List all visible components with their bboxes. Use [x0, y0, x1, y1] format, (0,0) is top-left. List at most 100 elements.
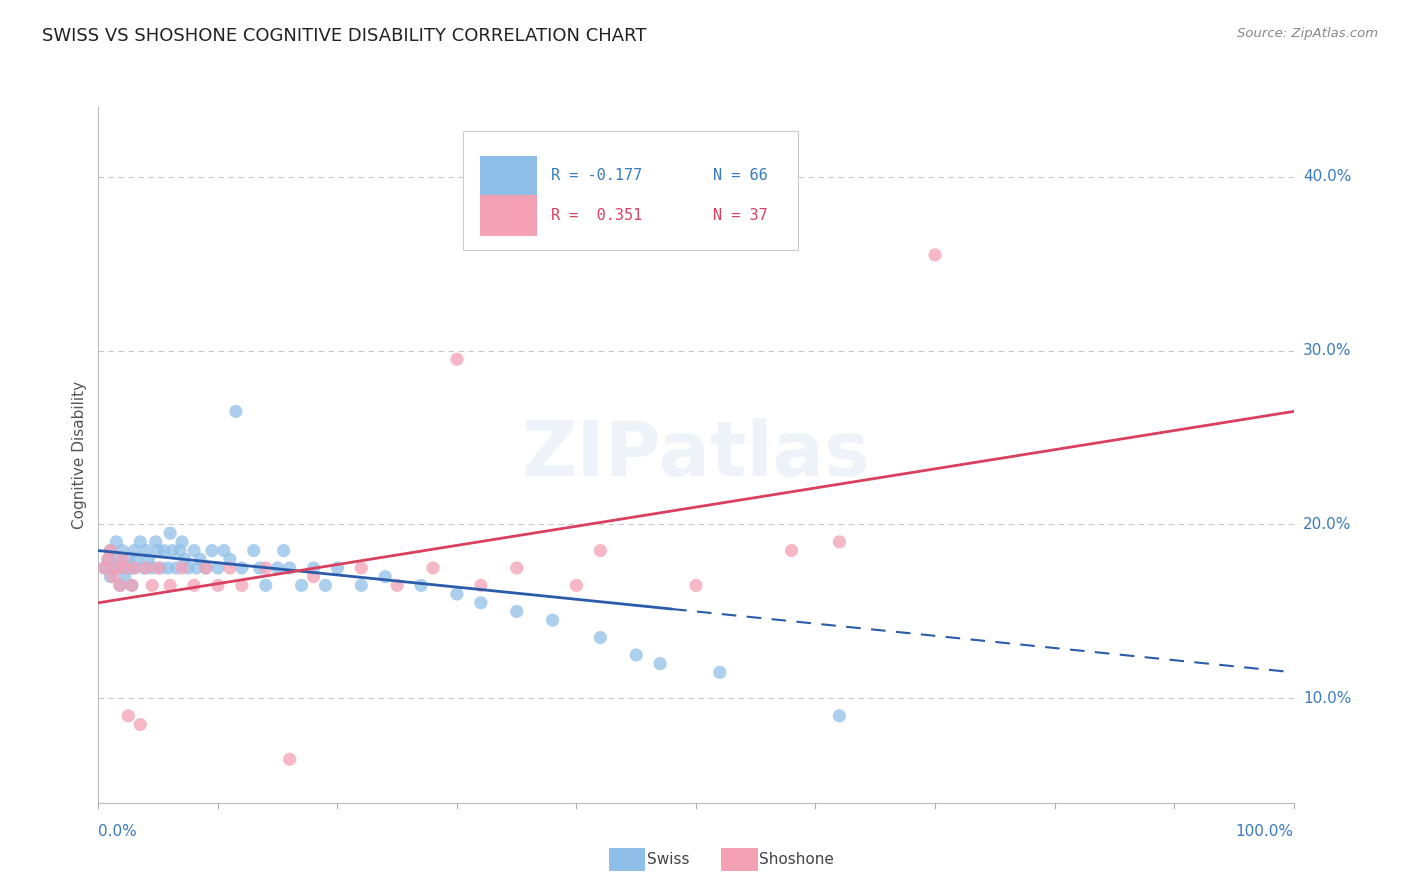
Point [541, 613, 564, 627]
Point [169, 543, 191, 558]
Point [183, 578, 205, 592]
Point [446, 352, 468, 367]
Point [219, 561, 242, 575]
Y-axis label: Cognitive Disability: Cognitive Disability [72, 381, 87, 529]
Point [108, 578, 131, 592]
Point [267, 561, 290, 575]
Point [114, 561, 136, 575]
Point [188, 552, 211, 566]
Point [98, 543, 122, 558]
Point [132, 561, 155, 575]
Point [709, 665, 731, 680]
Point [101, 570, 124, 584]
Text: R = -0.177: R = -0.177 [551, 169, 643, 184]
FancyBboxPatch shape [463, 131, 797, 250]
Point [135, 543, 157, 558]
Point [290, 578, 312, 592]
Point [186, 561, 208, 575]
Text: Source: ZipAtlas.com: Source: ZipAtlas.com [1237, 27, 1378, 40]
Point [153, 543, 176, 558]
Text: 100.0%: 100.0% [1236, 823, 1294, 838]
Text: 0.0%: 0.0% [98, 823, 138, 838]
Point [148, 543, 170, 558]
Point [98, 543, 122, 558]
Point [149, 561, 172, 575]
Point [207, 561, 229, 575]
Point [111, 552, 134, 566]
Point [231, 561, 253, 575]
Point [231, 578, 253, 592]
Point [302, 570, 325, 584]
Point [97, 552, 120, 566]
Text: 20.0%: 20.0% [1303, 517, 1351, 532]
Point [159, 526, 181, 541]
Point [156, 561, 179, 575]
Point [565, 578, 588, 592]
Point [97, 552, 120, 566]
Point [105, 534, 128, 549]
Point [93, 561, 115, 575]
Point [183, 543, 205, 558]
Point [326, 561, 349, 575]
Point [648, 657, 672, 671]
Point [107, 552, 129, 566]
Point [108, 578, 131, 592]
Point [924, 248, 946, 262]
Point [138, 552, 160, 566]
Point [145, 534, 167, 549]
Point [172, 561, 194, 575]
Point [120, 561, 142, 575]
Point [165, 561, 187, 575]
Point [111, 543, 134, 558]
Text: N = 66: N = 66 [713, 169, 768, 184]
Text: N = 37: N = 37 [713, 208, 768, 223]
Point [117, 552, 139, 566]
Point [159, 578, 181, 592]
Point [101, 561, 124, 575]
Text: Swiss: Swiss [647, 853, 689, 867]
Point [254, 561, 277, 575]
Point [105, 561, 128, 575]
Point [141, 578, 163, 592]
Point [685, 578, 707, 592]
FancyBboxPatch shape [479, 195, 537, 235]
Point [315, 578, 337, 592]
Point [173, 552, 195, 566]
Point [98, 570, 122, 584]
Point [374, 570, 396, 584]
FancyBboxPatch shape [479, 156, 537, 196]
Point [125, 552, 148, 566]
Point [249, 561, 271, 575]
Text: R =  0.351: R = 0.351 [551, 208, 643, 223]
Point [194, 561, 217, 575]
Text: Shoshone: Shoshone [759, 853, 834, 867]
Point [124, 543, 146, 558]
Point [506, 561, 529, 575]
Point [141, 561, 163, 575]
Text: 40.0%: 40.0% [1303, 169, 1351, 184]
Point [117, 708, 139, 723]
Point [273, 543, 295, 558]
Point [278, 561, 301, 575]
Point [201, 543, 224, 558]
Point [506, 605, 529, 619]
Point [194, 561, 217, 575]
Point [162, 543, 184, 558]
Text: ZIPatlas: ZIPatlas [522, 418, 870, 491]
Point [470, 596, 492, 610]
Point [254, 578, 277, 592]
Point [124, 561, 146, 575]
Point [422, 561, 444, 575]
Point [121, 578, 143, 592]
Point [212, 543, 235, 558]
Point [411, 578, 433, 592]
Point [589, 543, 612, 558]
Point [129, 717, 152, 731]
Point [124, 561, 146, 575]
Point [780, 543, 803, 558]
Point [589, 631, 612, 645]
Point [219, 552, 242, 566]
Point [446, 587, 468, 601]
Point [350, 561, 373, 575]
Point [114, 570, 136, 584]
